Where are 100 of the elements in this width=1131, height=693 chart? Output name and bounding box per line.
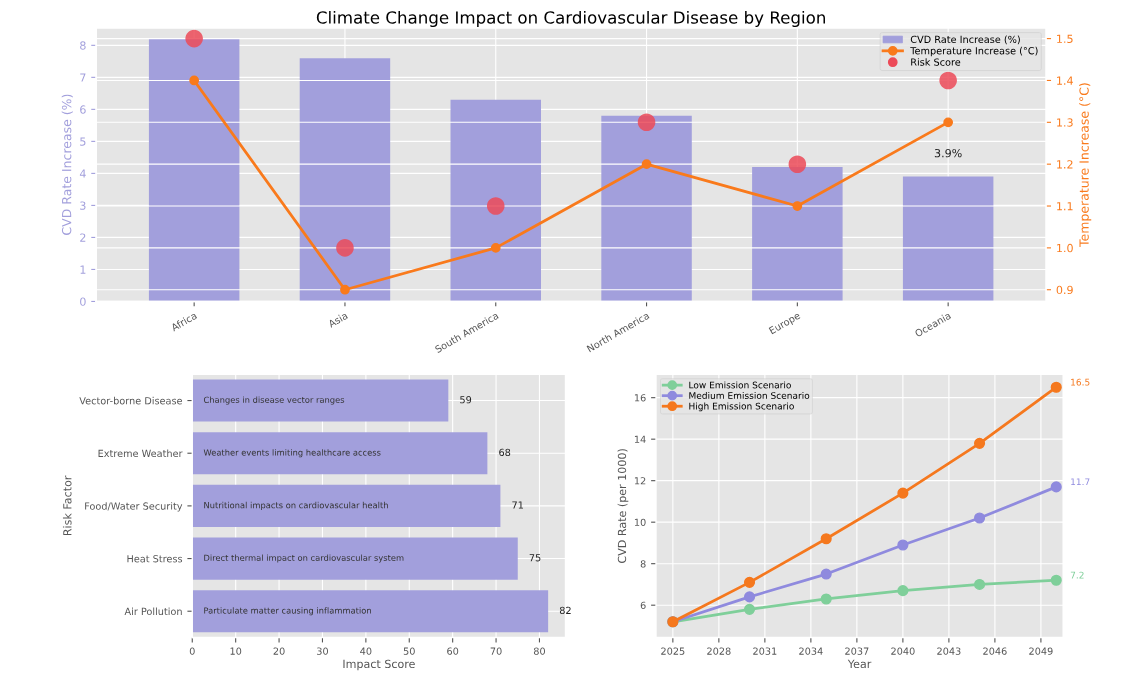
data-label: 82 bbox=[559, 606, 571, 615]
y-tick-label: Food/Water Security bbox=[85, 502, 183, 512]
point bbox=[189, 75, 200, 86]
data-label: 75 bbox=[529, 554, 541, 562]
annotation: 3.9% bbox=[934, 148, 962, 158]
bar bbox=[192, 379, 449, 422]
point bbox=[820, 593, 832, 605]
point bbox=[943, 117, 954, 128]
bar bbox=[192, 590, 549, 633]
x-tick-label: 2034 bbox=[799, 647, 823, 655]
data-label: 71 bbox=[512, 501, 523, 509]
point bbox=[185, 29, 203, 48]
data-label: 68 bbox=[499, 448, 511, 457]
bar bbox=[902, 176, 994, 302]
y-tick-label: 12 bbox=[634, 477, 646, 485]
y2-tick-label: 0.9 bbox=[1056, 285, 1073, 295]
point bbox=[641, 159, 652, 170]
x-tick-label: 20 bbox=[273, 647, 285, 655]
y-tick-label: 1 bbox=[80, 265, 86, 274]
x-tick-label: 2028 bbox=[707, 647, 731, 655]
y-tick-label: Extreme Weather bbox=[98, 449, 183, 458]
legend-label: Low Emission Scenario bbox=[689, 381, 791, 389]
point bbox=[974, 578, 986, 590]
y-axis-title: CVD Rate Increase (%) bbox=[61, 94, 73, 235]
x-tick-label: 70 bbox=[490, 647, 502, 655]
point bbox=[820, 568, 832, 580]
point bbox=[1050, 574, 1062, 586]
chart-title: Climate Change Impact on Cardiovascular Disease by Region bbox=[316, 10, 825, 28]
y-tick-label: Air Pollution bbox=[124, 607, 182, 616]
legend-label: Risk Score bbox=[911, 58, 961, 66]
x-tick-label: Asia bbox=[327, 311, 348, 328]
data-label: 7.2 bbox=[1070, 571, 1084, 579]
data-label: 16.5 bbox=[1071, 378, 1090, 386]
bar bbox=[299, 58, 391, 302]
y-tick-label: 8 bbox=[80, 41, 86, 50]
annotation: Direct thermal impact on cardiovascular system bbox=[204, 554, 404, 563]
point bbox=[743, 576, 756, 588]
x-tick-label: 2049 bbox=[1029, 647, 1053, 655]
y-tick-label: 10 bbox=[634, 518, 646, 527]
legend-label: Medium Emission Scenario bbox=[689, 391, 810, 399]
y2-tick-label: 1.3 bbox=[1057, 118, 1073, 127]
bar bbox=[601, 115, 692, 302]
y-tick-label: 16 bbox=[634, 394, 646, 402]
point bbox=[340, 284, 350, 295]
bar bbox=[450, 99, 541, 302]
point bbox=[486, 197, 505, 215]
y-tick-label: 2 bbox=[80, 233, 86, 242]
annotation: Particulate matter causing inflammation bbox=[204, 607, 371, 616]
point bbox=[1050, 381, 1062, 393]
y2-tick-label: 1.4 bbox=[1057, 76, 1073, 85]
legend-label: High Emission Scenario bbox=[689, 402, 794, 412]
x-tick-label: 2031 bbox=[753, 647, 777, 655]
x-axis-title: Year bbox=[847, 659, 872, 669]
y-tick-label: 6 bbox=[80, 105, 86, 114]
x-tick-label: 40 bbox=[360, 647, 372, 655]
annotation: Weather events limiting healthcare access bbox=[203, 449, 381, 458]
x-tick-label: 2025 bbox=[661, 647, 685, 655]
x-tick-label: 60 bbox=[447, 647, 459, 655]
x-tick-label: 50 bbox=[403, 647, 415, 655]
y2-tick-label: 1.2 bbox=[1057, 160, 1073, 169]
y-tick-label: 0 bbox=[80, 297, 86, 306]
point bbox=[974, 437, 986, 449]
x-tick-label: 2037 bbox=[845, 647, 869, 655]
point bbox=[897, 585, 909, 597]
point bbox=[490, 243, 501, 253]
bar bbox=[148, 38, 240, 302]
y2-tick-label: 1.0 bbox=[1057, 243, 1073, 253]
y-tick-label: 5 bbox=[80, 137, 86, 146]
legend-label: CVD Rate Increase (%) bbox=[910, 35, 1020, 45]
annotation: Changes in disease vector ranges bbox=[203, 396, 345, 405]
x-tick-label: 2046 bbox=[983, 647, 1007, 655]
legend-label: Temperature Increase (°C) bbox=[910, 46, 1038, 57]
y-axis-title: CVD Rate (per 1000) bbox=[617, 449, 629, 563]
bar bbox=[192, 537, 518, 580]
point bbox=[743, 591, 756, 603]
y2-tick-label: 1.5 bbox=[1057, 34, 1073, 43]
y2-tick-label: 1.1 bbox=[1057, 202, 1073, 211]
bar bbox=[192, 484, 501, 527]
point bbox=[336, 239, 354, 257]
y-tick-label: 4 bbox=[79, 169, 86, 178]
y-axis-title: Risk Factor bbox=[62, 475, 72, 536]
point bbox=[897, 487, 909, 499]
point bbox=[939, 71, 957, 90]
y-tick-label: Vector-borne Disease bbox=[79, 396, 183, 405]
y-tick-label: Heat Stress bbox=[127, 555, 183, 563]
point bbox=[743, 603, 756, 615]
bar bbox=[752, 166, 843, 302]
point bbox=[788, 155, 807, 173]
data-label: 11.7 bbox=[1071, 478, 1090, 486]
point bbox=[974, 512, 986, 524]
x-axis-title: Impact Score bbox=[343, 659, 415, 671]
bar bbox=[192, 432, 488, 475]
x-tick-label: 2040 bbox=[891, 647, 915, 655]
x-tick-label: 0 bbox=[189, 647, 195, 655]
y-tick-label: 14 bbox=[634, 435, 646, 443]
x-tick-label: 30 bbox=[317, 647, 329, 655]
point bbox=[1050, 481, 1062, 493]
y-tick-label: 7 bbox=[80, 73, 86, 82]
point bbox=[897, 539, 909, 551]
y2-axis-title: Temperature Increase (°C) bbox=[1079, 83, 1092, 247]
